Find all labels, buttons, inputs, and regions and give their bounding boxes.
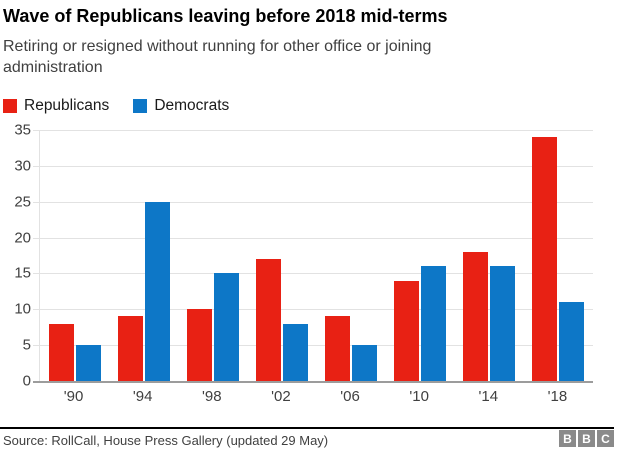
- bar-group-10: [386, 130, 455, 381]
- bar-group-94: [109, 130, 178, 381]
- bbc-logo-block-b1: B: [559, 430, 576, 447]
- chart-subtitle: Retiring or resigned without running for…: [3, 38, 432, 76]
- bar-group-02: [247, 130, 316, 381]
- bar-democrats-06: [352, 345, 378, 381]
- x-axis-baseline: [33, 381, 593, 383]
- bar-group-18: [524, 130, 593, 381]
- x-axis-tick-label-02: '02: [271, 388, 291, 405]
- legend-swatch-republicans-icon: [3, 99, 17, 113]
- gridline-20: [33, 237, 593, 239]
- bar-republicans-98: [186, 309, 212, 381]
- source-text: Source: RollCall, House Press Gallery (u…: [3, 433, 329, 448]
- bar-group-14: [455, 130, 524, 381]
- bar-democrats-02: [282, 323, 308, 381]
- y-axis-tick-label-0: 0: [22, 372, 31, 390]
- x-axis-tick-label-06: '06: [340, 388, 360, 405]
- bars-layer: [40, 130, 593, 381]
- bar-democrats-10: [421, 266, 447, 381]
- bar-republicans-14: [463, 251, 489, 381]
- bar-republicans-94: [117, 316, 143, 381]
- footer-rule: [0, 427, 614, 429]
- legend-label-republicans: Republicans: [24, 97, 110, 114]
- gridline-10: [33, 309, 593, 311]
- bar-republicans-02: [255, 259, 281, 381]
- plot-area: [33, 130, 593, 383]
- bar-democrats-14: [490, 266, 516, 381]
- x-axis-tick-label-10: '10: [409, 388, 429, 405]
- bar-democrats-18: [559, 302, 585, 381]
- legend-item-democrats: Democrats: [133, 97, 229, 115]
- bar-republicans-10: [394, 280, 420, 381]
- bar-group-90: [40, 130, 109, 381]
- legend-label-democrats: Democrats: [154, 97, 230, 114]
- bar-democrats-98: [213, 273, 239, 381]
- bar-group-06: [317, 130, 386, 381]
- x-axis-tick-label-14: '14: [478, 388, 499, 405]
- y-axis-labels: 0 5 10 15 20 25 30 35: [0, 122, 31, 390]
- y-axis-tick-label-5: 5: [22, 336, 31, 354]
- y-axis-tick-label-15: 15: [14, 264, 31, 282]
- chart-legend: Republicans Democrats: [3, 97, 229, 115]
- gridline-35: [33, 130, 593, 131]
- x-axis-tick-label-94: '94: [132, 388, 153, 405]
- gridline-15: [33, 273, 593, 275]
- x-axis-tick-label-90: '90: [63, 388, 84, 405]
- bbc-logo: B B C: [559, 430, 614, 447]
- bbc-logo-block-c: C: [597, 430, 614, 447]
- y-axis-tick-label-25: 25: [14, 193, 31, 211]
- bar-republicans-06: [325, 316, 351, 381]
- chart-title: Wave of Republicans leaving before 2018 …: [3, 6, 448, 26]
- bar-republicans-18: [532, 137, 558, 381]
- y-axis-tick-label-20: 20: [14, 229, 31, 247]
- y-axis-tick-label-35: 35: [14, 121, 31, 139]
- bbc-logo-block-b2: B: [578, 430, 595, 447]
- x-axis-tick-label-98: '98: [202, 388, 222, 405]
- legend-swatch-democrats-icon: [133, 99, 148, 113]
- gridline-5: [33, 345, 593, 347]
- bar-democrats-94: [144, 201, 170, 381]
- bar-democrats-90: [75, 345, 101, 381]
- legend-item-republicans: Republicans: [3, 97, 109, 115]
- y-axis-tick-label-10: 10: [14, 300, 31, 318]
- gridline-25: [33, 201, 593, 203]
- x-axis-labels: '90 '94 '98 '02 '06 '10 '14 '18: [39, 388, 592, 405]
- x-axis-tick-label-18: '18: [547, 388, 568, 405]
- y-axis-tick-label-30: 30: [14, 157, 31, 175]
- gridline-30: [33, 165, 593, 167]
- bar-group-98: [178, 130, 247, 381]
- bar-republicans-90: [48, 323, 74, 381]
